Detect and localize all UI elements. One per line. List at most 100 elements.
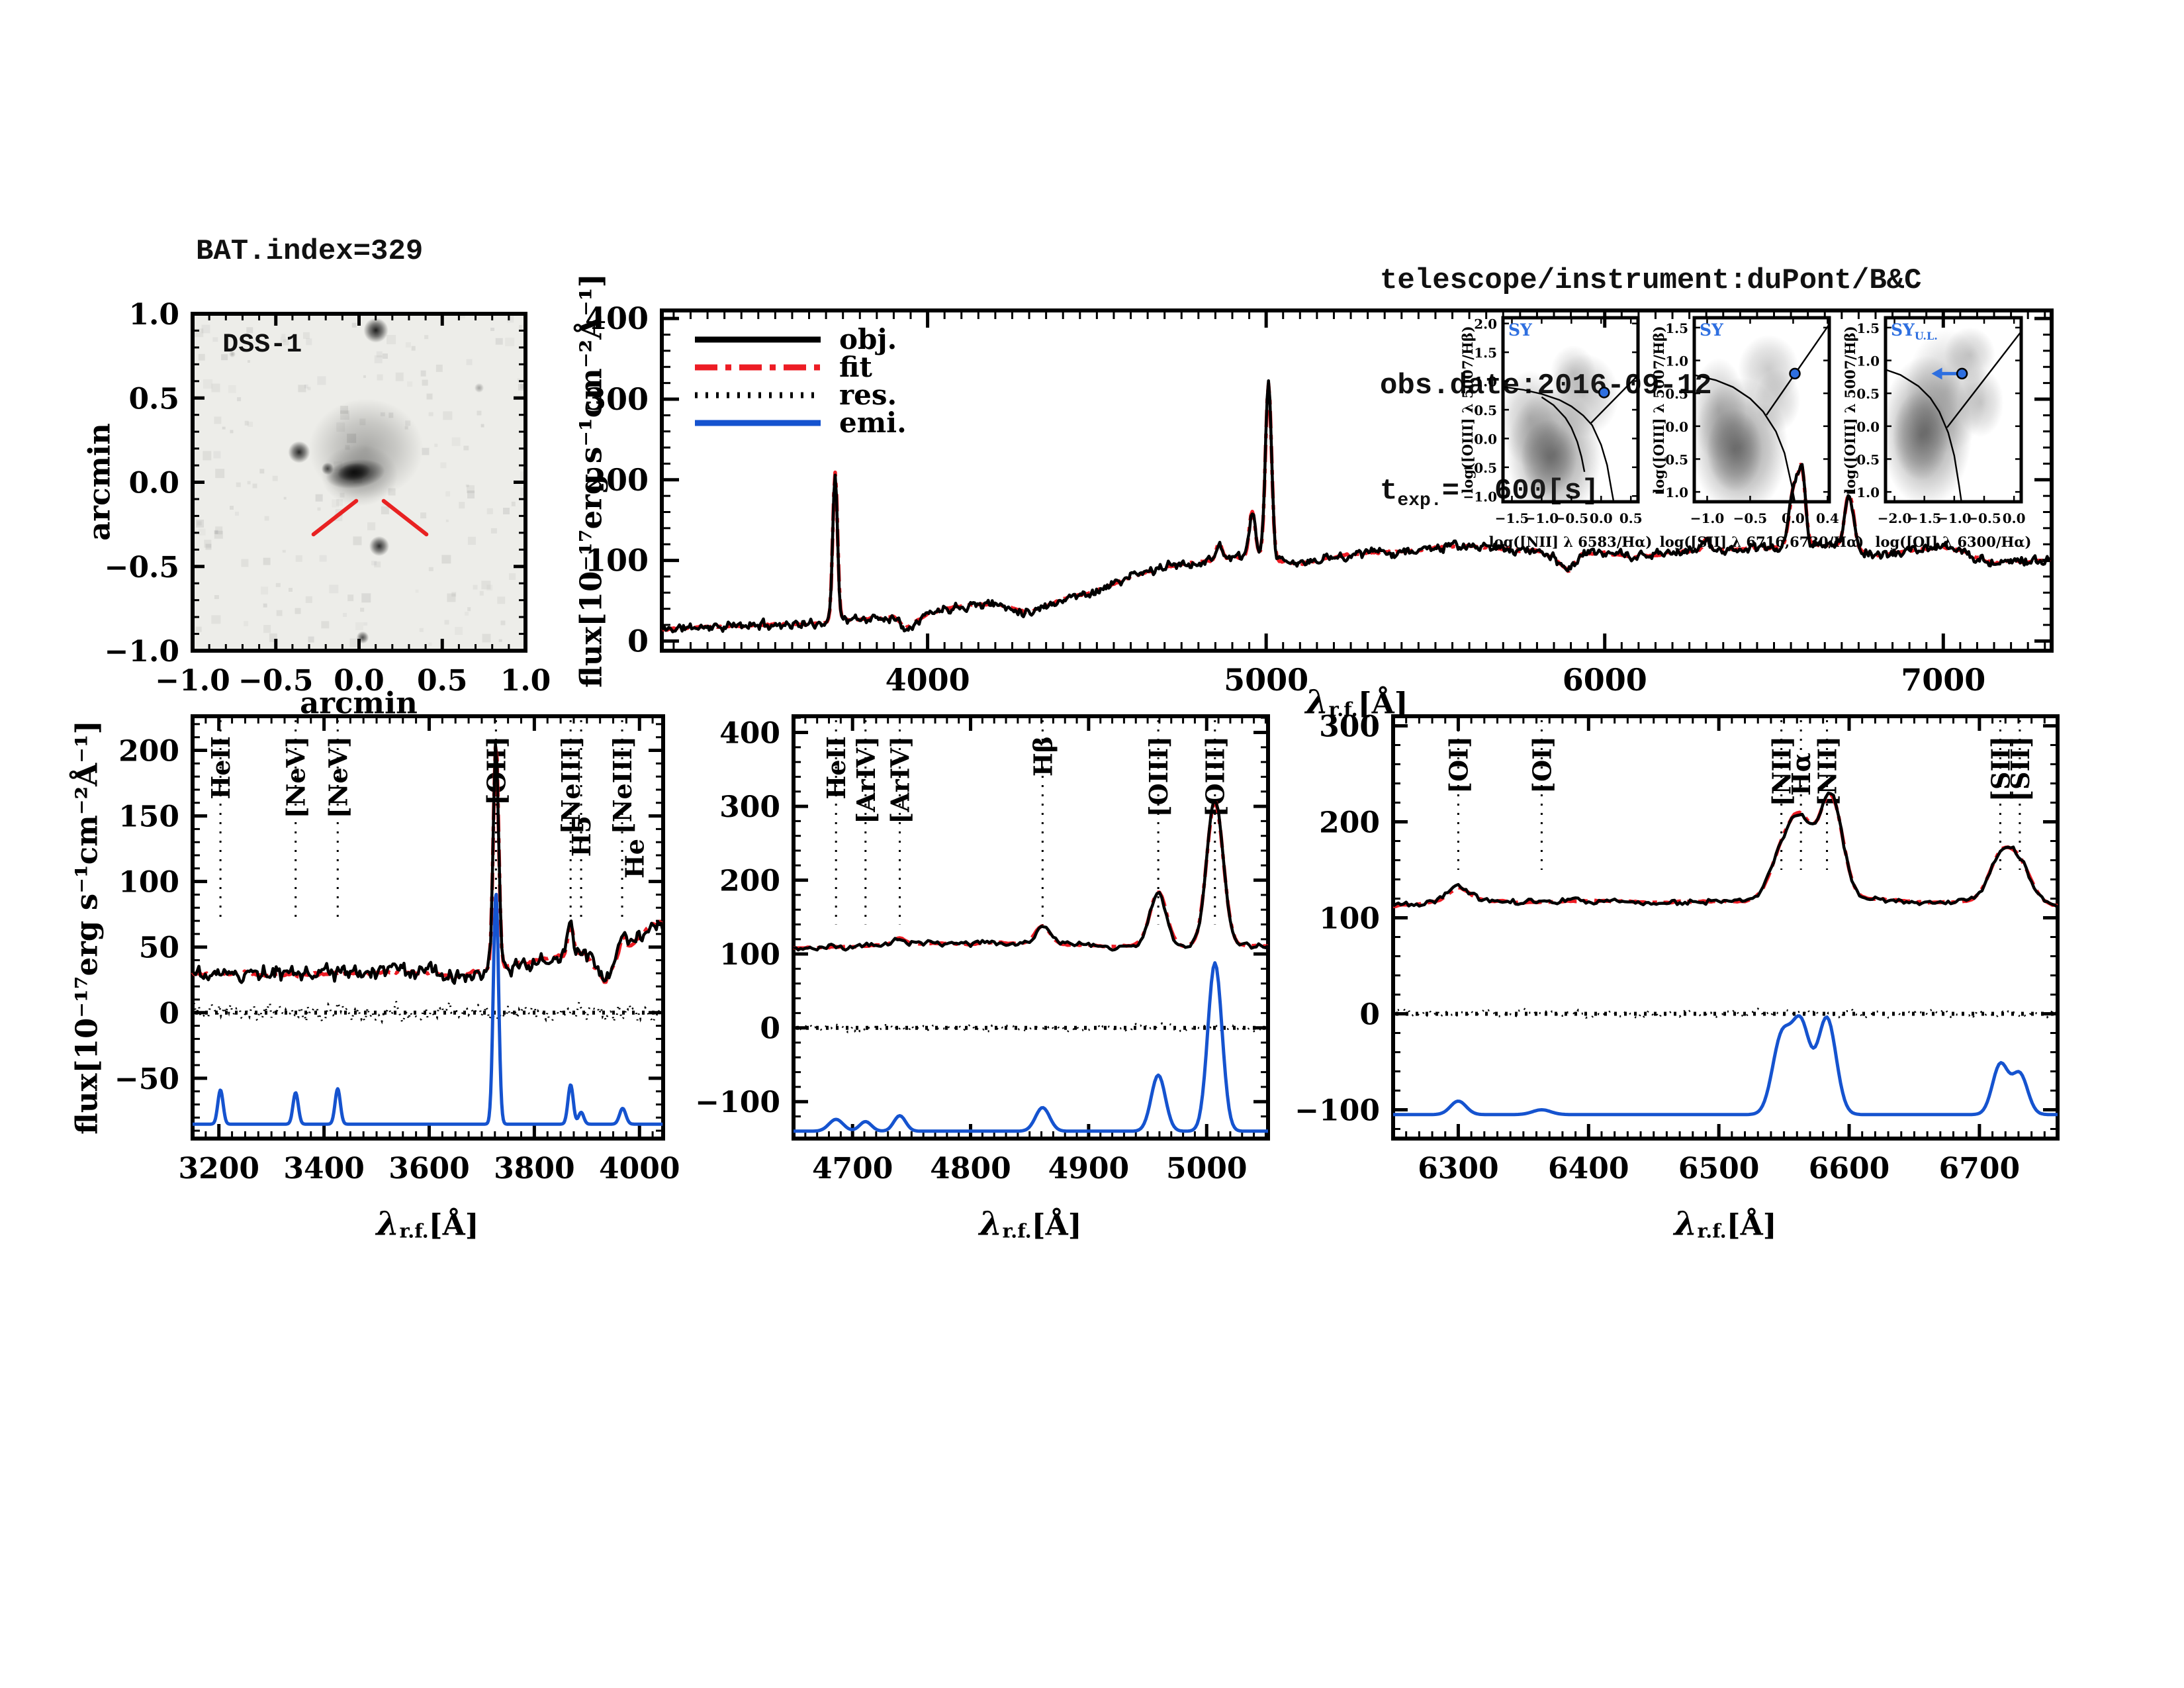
svg-text:0.0: 0.0 — [1856, 419, 1880, 435]
oii-zoom-plot: 3200 3400 3600 3800 4000 −50 0 50 100 150 200 HeII [… — [114, 714, 680, 1186]
svg-text:0.5: 0.5 — [1665, 386, 1688, 402]
dss-noise-speck — [518, 383, 525, 391]
svg-text:200: 200 — [118, 735, 179, 769]
svg-text:200: 200 — [1319, 806, 1380, 840]
dss-noise-speck — [509, 573, 516, 581]
dss-noise-speck — [520, 383, 525, 389]
svg-text:100: 100 — [118, 866, 179, 900]
dss-axes-plot: −1.0 −0.5 0.0 0.5 1.0−1.0−0.50.00.51.0 — [105, 298, 551, 698]
dss-noise-speck — [404, 426, 408, 430]
svg-text:1.5: 1.5 — [1856, 320, 1880, 336]
dss-source-blob — [228, 350, 238, 359]
dss-noise-speck — [295, 608, 301, 614]
dss-noise-speck — [221, 353, 228, 361]
dss-noise-speck — [405, 420, 410, 426]
bpt-density-blob — [1536, 340, 1631, 451]
dss-noise-speck — [363, 375, 367, 379]
dss-noise-speck — [298, 385, 306, 393]
dss-noise-speck — [283, 496, 287, 500]
svg-text:3600: 3600 — [388, 1152, 469, 1186]
svg-text:−0.5: −0.5 — [1733, 510, 1768, 526]
dss-noise-speck — [236, 482, 241, 487]
svg-text:6500: 6500 — [1678, 1152, 1759, 1186]
dss-noise-speck — [507, 316, 514, 322]
dss-noise-speck — [211, 615, 220, 624]
svg-text:0.0: 0.0 — [1665, 419, 1688, 435]
dss-noise-speck — [252, 483, 257, 489]
dss-noise-speck — [353, 536, 362, 545]
dss-noise-speck — [340, 492, 345, 498]
dss-noise-speck — [481, 581, 491, 590]
dss-noise-speck — [424, 335, 428, 339]
dss-noise-speck — [352, 323, 357, 328]
dss-noise-speck — [264, 516, 269, 521]
bpt-oi-inset-plot: −2.0−1.5−1.0−0.5 0.01.51.00.50.0−0.5−1.0l… — [1842, 316, 2032, 550]
svg-text:4000: 4000 — [886, 662, 970, 698]
dss-noise-speck — [347, 594, 354, 601]
svg-text:−0.5: −0.5 — [1845, 451, 1880, 467]
svg-text:3400: 3400 — [283, 1152, 364, 1186]
dss-noise-speck — [230, 430, 234, 434]
svg-text:1.5: 1.5 — [1665, 320, 1688, 336]
dss-noise-speck — [465, 612, 469, 616]
bpt-oi-density-map — [1886, 318, 2021, 502]
svg-text:[SII]: [SII] — [1985, 736, 2015, 802]
dss-noise-speck — [329, 584, 339, 594]
dss-noise-speck — [386, 335, 396, 345]
dss-noise-speck — [340, 406, 349, 414]
main-flux-axis-label: flux[10⁻¹⁷erg s⁻¹cm⁻²Å⁻¹] — [573, 273, 609, 688]
svg-text:−1.0: −1.0 — [1525, 510, 1559, 526]
svg-text:2.0: 2.0 — [1474, 316, 1497, 332]
dss-noise-speck — [426, 393, 433, 400]
dss-noise-speck — [319, 555, 327, 562]
dss-noise-speck — [259, 468, 265, 474]
dss-noise-speck — [487, 508, 493, 514]
halpha-zoom-plot: 6300 6400 6500 6600 6700 −100 0 100 200 300 [OI] [O… — [1295, 710, 2060, 1186]
dss-source-blob — [472, 381, 486, 395]
dss-noise-speck — [214, 416, 222, 424]
oii-flux-axis-label: flux[10⁻¹⁷erg s⁻¹cm⁻²Å⁻¹] — [69, 720, 105, 1135]
svg-text:0.5: 0.5 — [1619, 510, 1643, 526]
dss-noise-speck — [196, 519, 205, 528]
dss-noise-speck — [429, 412, 433, 416]
bpt-density-blob — [1935, 318, 2004, 392]
svg-text:200: 200 — [719, 865, 780, 898]
dss-noise-speck — [411, 346, 416, 351]
dss-noise-speck — [349, 638, 359, 647]
dss-noise-speck — [308, 636, 314, 643]
dss-noise-speck — [211, 383, 220, 393]
svg-text:res.: res. — [839, 379, 897, 411]
dss-noise-speck — [353, 473, 363, 483]
bpt-density-blob — [1886, 375, 1958, 496]
svg-text:0.0: 0.0 — [2003, 510, 2026, 526]
svg-text:300: 300 — [585, 381, 649, 417]
dss-noise-speck — [336, 422, 345, 432]
dss-noise-speck — [451, 592, 457, 597]
svg-text:4900: 4900 — [1048, 1152, 1129, 1186]
dss-noise-speck — [441, 555, 451, 564]
dss-noise-speck — [263, 557, 271, 565]
dss-noise-speck — [467, 607, 471, 612]
dss-noise-speck — [374, 561, 381, 568]
dss-noise-speck — [497, 596, 506, 604]
svg-text:0.5: 0.5 — [1474, 402, 1497, 418]
svg-text:−1.0: −1.0 — [1654, 485, 1688, 500]
dss-noise-speck — [214, 530, 223, 539]
svg-text:log([NII] λ 6583/Hα): log([NII] λ 6583/Hα) — [1489, 534, 1653, 550]
dss-noise-speck — [371, 560, 377, 566]
svg-text:log([OIII] λ 5007/Hβ): log([OIII] λ 5007/Hβ) — [1842, 326, 1858, 493]
oii-wavelength-axis-label: λr.f.[Å] — [376, 1203, 479, 1243]
bpt-sii-inset-plot: −1.0 −0.5 0.0 0.4 1.5 1.0 0.5 0.0 −0.5 −1.0 log([S… — [1651, 316, 1864, 550]
svg-text:He: He — [619, 839, 649, 878]
svg-text:1.0: 1.0 — [500, 664, 551, 698]
dss-noise-speck — [422, 447, 430, 455]
dss-noise-speck — [443, 411, 452, 420]
dss-source-blob — [353, 628, 371, 646]
halpha-wavelength-axis-label: λr.f.[Å] — [1674, 1203, 1777, 1243]
dss-noise-speck — [458, 314, 465, 318]
svg-text:−0.5: −0.5 — [238, 664, 313, 698]
hbeta-wavelength-axis-label: λr.f.[Å] — [979, 1203, 1082, 1243]
dss-noise-speck — [444, 620, 449, 625]
dss-noise-speck — [377, 374, 383, 381]
svg-text:−100: −100 — [1295, 1094, 1380, 1128]
